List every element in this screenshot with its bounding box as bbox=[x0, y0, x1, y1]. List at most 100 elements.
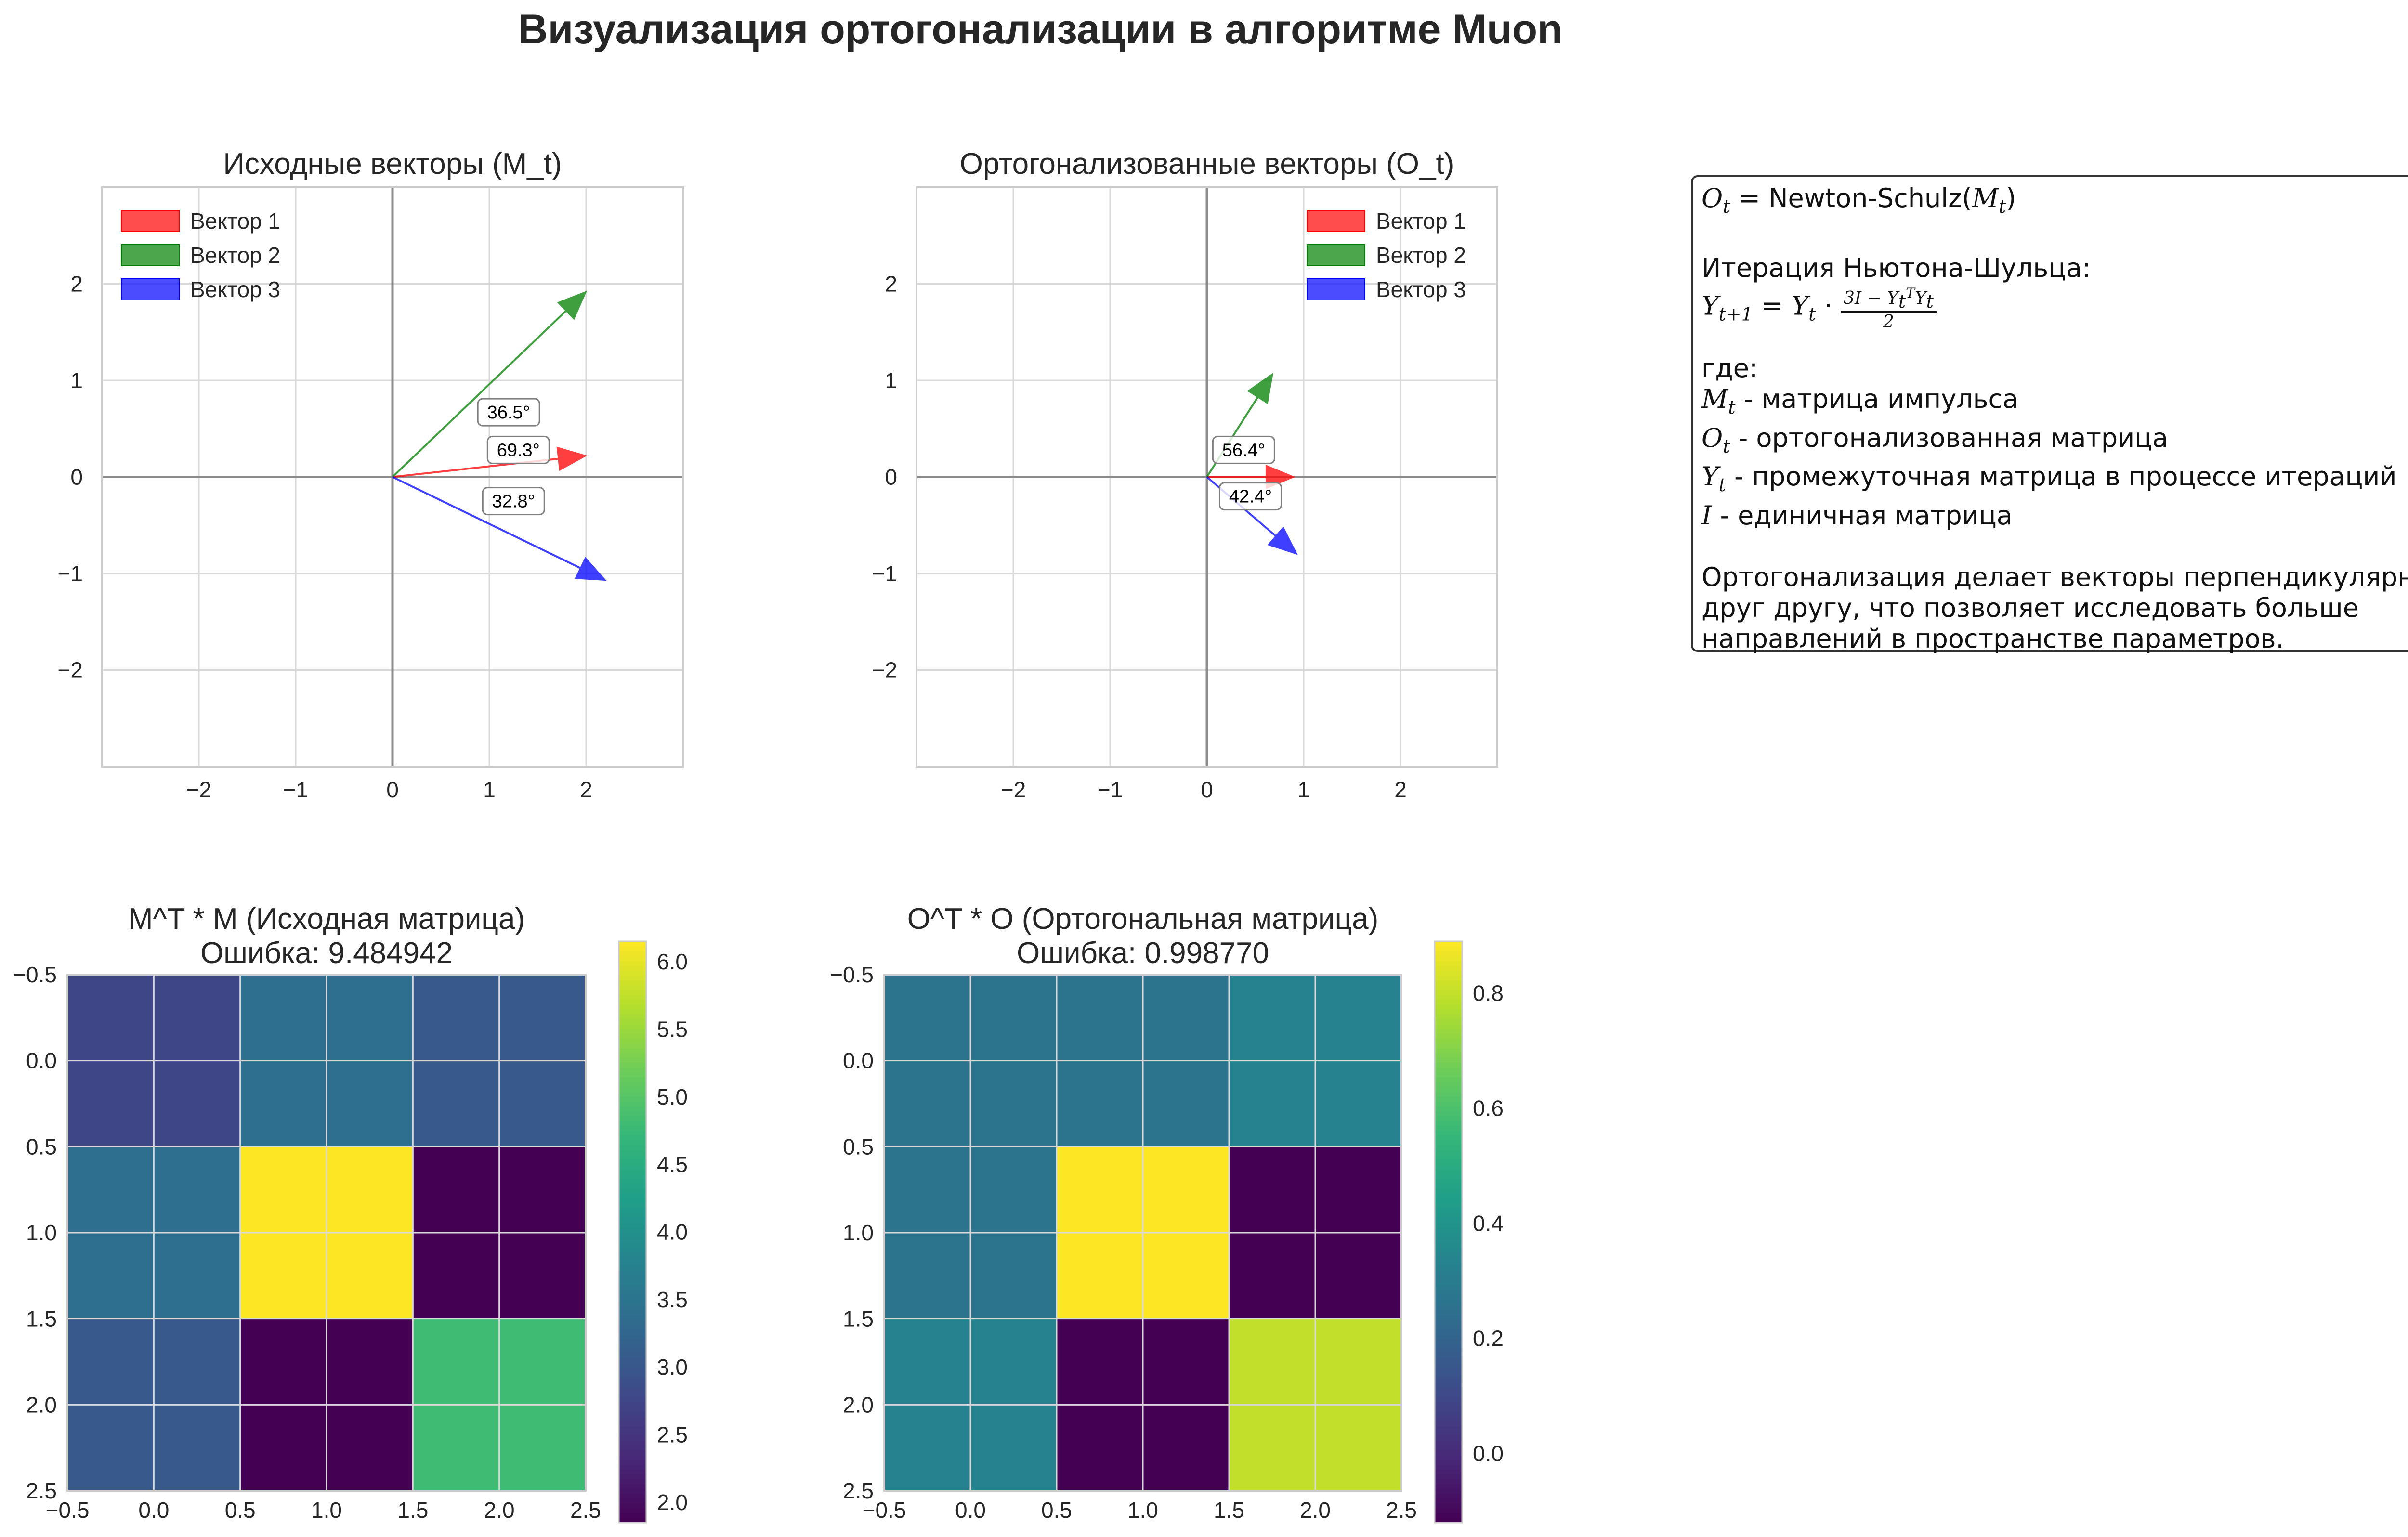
heatmap-1-colorbar-segment bbox=[619, 1503, 646, 1509]
heatmap-2-colorbar-segment bbox=[1435, 1377, 1462, 1383]
heatmap-2-colorbar-segment bbox=[1435, 1048, 1462, 1054]
heatmap-2-colorbar-frame bbox=[1434, 940, 1463, 1524]
quiver-2-vector-2-head bbox=[1247, 372, 1274, 404]
heatmap-2-colorbar-segment bbox=[1435, 1043, 1462, 1049]
heatmap-2-colorbar-segment bbox=[1435, 1445, 1462, 1450]
heatmap-1-cell bbox=[327, 1060, 413, 1147]
heatmap-2-colorbar-segment bbox=[1435, 1173, 1462, 1179]
heatmap-1-colorbar-segment bbox=[619, 961, 646, 966]
heatmap-1-colorbar-segment bbox=[619, 1246, 646, 1252]
heatmap-2-x-tick-label: 0.0 bbox=[955, 1498, 986, 1523]
heatmap-1-colorbar-segment bbox=[619, 1018, 646, 1024]
heatmap-2-colorbar-segment bbox=[1435, 1096, 1462, 1102]
heatmap-1-colorbar-segment bbox=[619, 1430, 646, 1436]
heatmap-1-colorbar-segment bbox=[619, 1425, 646, 1431]
heatmap-2-colorbar-segment bbox=[1435, 1265, 1462, 1271]
heatmap-1-colorbar-segment bbox=[619, 1474, 646, 1480]
heatmap-2-colorbar-segment bbox=[1435, 1188, 1462, 1194]
heatmap-1-colorbar-segment bbox=[619, 1469, 646, 1475]
heatmap-1-cell bbox=[67, 1146, 154, 1233]
heatmap-1-colorbar-segment bbox=[619, 1295, 646, 1301]
where-label: где: bbox=[1701, 352, 1758, 383]
heatmap-1-colorbar-segment bbox=[619, 990, 646, 995]
heatmap-1-colorbar-segment bbox=[619, 1290, 646, 1296]
heatmap-2-cell bbox=[1315, 1146, 1402, 1233]
iteration-label: Итерация Ньютона-Шульца: bbox=[1701, 252, 2091, 283]
quiver-1-legend-label-3: Вектор 3 bbox=[190, 277, 280, 302]
heatmap-2-colorbar-segment bbox=[1435, 1261, 1462, 1266]
heatmap-2-colorbar-tick-label: 0.4 bbox=[1473, 1211, 1504, 1236]
heatmap-1-colorbar-segment bbox=[619, 1014, 646, 1019]
heatmap-1-colorbar-segment bbox=[619, 1062, 646, 1068]
heatmap-2-colorbar-segment bbox=[1435, 1479, 1462, 1485]
heatmap-2-colorbar-segment bbox=[1435, 1455, 1462, 1460]
heatmap-2-cell bbox=[1315, 1405, 1402, 1491]
note-line-1: Ортогонализация делает векторы перпендик… bbox=[1701, 562, 2408, 593]
heatmap-2-colorbar-segment bbox=[1435, 1106, 1462, 1111]
heatmap-1-y-tick-label: −0.5 bbox=[13, 962, 57, 987]
heatmap-1-x-tick-label: 1.5 bbox=[397, 1498, 428, 1523]
heatmap-1-colorbar-segment bbox=[619, 1309, 646, 1315]
heatmap-2-colorbar-segment bbox=[1435, 1208, 1462, 1213]
heatmap-2-colorbar-segment bbox=[1435, 990, 1462, 995]
heatmap-2-colorbar-segment bbox=[1435, 1319, 1462, 1325]
heatmap-1-colorbar-segment bbox=[619, 1183, 646, 1189]
heatmap-1-colorbar-segment bbox=[619, 1276, 646, 1281]
heatmap-2-cell bbox=[970, 1146, 1057, 1233]
heatmap-1-x-tick-label: 2.5 bbox=[570, 1498, 601, 1523]
heatmap-1-colorbar-segment bbox=[619, 1169, 646, 1174]
heatmap-2-colorbar-segment bbox=[1435, 1440, 1462, 1446]
heatmap-1-cell bbox=[499, 1060, 586, 1147]
heatmap-1-colorbar-segment bbox=[619, 1368, 646, 1373]
heatmap-1-colorbar-segment bbox=[619, 1440, 646, 1446]
quiver-1-vector-3 bbox=[392, 476, 607, 581]
heatmap-2-colorbar-segment bbox=[1435, 1387, 1462, 1393]
heatmap-2-colorbar-segment bbox=[1435, 1145, 1462, 1150]
heatmap-1-colorbar-segment bbox=[619, 1358, 646, 1363]
heatmap-2-cell bbox=[1315, 1318, 1402, 1405]
heatmap-2-colorbar-segment bbox=[1435, 1290, 1462, 1296]
heatmap-1-colorbar-segment bbox=[619, 1420, 646, 1426]
quiver-1-legend-label-2: Вектор 2 bbox=[190, 243, 280, 268]
heatmap-1-colorbar-tick-label: 2.5 bbox=[657, 1422, 688, 1447]
heatmap-2-colorbar-segment bbox=[1435, 1401, 1462, 1407]
formula-rhs-name: Newton-Schulz bbox=[1768, 183, 1962, 213]
heatmap-1-colorbar-segment bbox=[619, 1450, 646, 1455]
heatmap-1-colorbar-segment bbox=[619, 1498, 646, 1504]
heatmap-1-colorbar-segment bbox=[619, 1154, 646, 1160]
heatmap-2-colorbar-segment bbox=[1435, 1343, 1462, 1349]
heatmap-2-colorbar-segment bbox=[1435, 1425, 1462, 1431]
heatmap-1-colorbar-segment bbox=[619, 1140, 646, 1146]
heatmap-1-colorbar-segment bbox=[619, 1188, 646, 1194]
quiver-2-angle-label-2: 42.4° bbox=[1229, 487, 1272, 507]
heatmap-2-colorbar-segment bbox=[1435, 1459, 1462, 1465]
quiver-2-title: Ортогонализованные векторы (O_t) bbox=[960, 147, 1454, 181]
heatmap-2-x-tick-label: 2.0 bbox=[1300, 1498, 1331, 1523]
formula-definition: Ot = Newton-Schulz(Mt) bbox=[1701, 183, 2016, 217]
heatmap-1-colorbar-segment bbox=[619, 1512, 646, 1518]
heatmap-2-colorbar-segment bbox=[1435, 1285, 1462, 1290]
quiver-1-y-tick-label: −2 bbox=[58, 658, 83, 683]
heatmap-1-colorbar-segment bbox=[619, 1023, 646, 1029]
heatmap-2-cell bbox=[1229, 1318, 1316, 1405]
heatmap-1-cell bbox=[154, 1146, 241, 1233]
heatmap-2-y-tick-label: 2.0 bbox=[843, 1392, 874, 1417]
heatmap-2-colorbar-segment bbox=[1435, 980, 1462, 986]
quiver-1-y-tick-label: 1 bbox=[70, 368, 83, 393]
heatmap-1-colorbar-tick-label: 6.0 bbox=[657, 949, 688, 974]
heatmap-1-colorbar-segment bbox=[619, 1406, 646, 1412]
heatmap-2-colorbar-segment bbox=[1435, 1372, 1462, 1378]
heatmap-2-colorbar-segment bbox=[1435, 999, 1462, 1005]
heatmap-2-colorbar-segment bbox=[1435, 1169, 1462, 1174]
heatmap-1-cell bbox=[67, 975, 154, 1061]
heatmap-2-colorbar-segment bbox=[1435, 1295, 1462, 1301]
heatmap-2-cell bbox=[1143, 975, 1230, 1061]
heatmap-1-cell bbox=[413, 1233, 500, 1319]
heatmap-1-cell bbox=[413, 1060, 500, 1147]
heatmap-1-colorbar-segment bbox=[619, 1353, 646, 1358]
quiver-1-legend-swatch-1 bbox=[121, 210, 180, 232]
heatmap-1-colorbar-segment bbox=[619, 1164, 646, 1170]
heatmap-2-colorbar-segment bbox=[1435, 970, 1462, 976]
heatmap-1-colorbar-segment bbox=[619, 1149, 646, 1155]
heatmap-2-title: O^T * O (Ортогональная матрица) bbox=[907, 902, 1379, 936]
